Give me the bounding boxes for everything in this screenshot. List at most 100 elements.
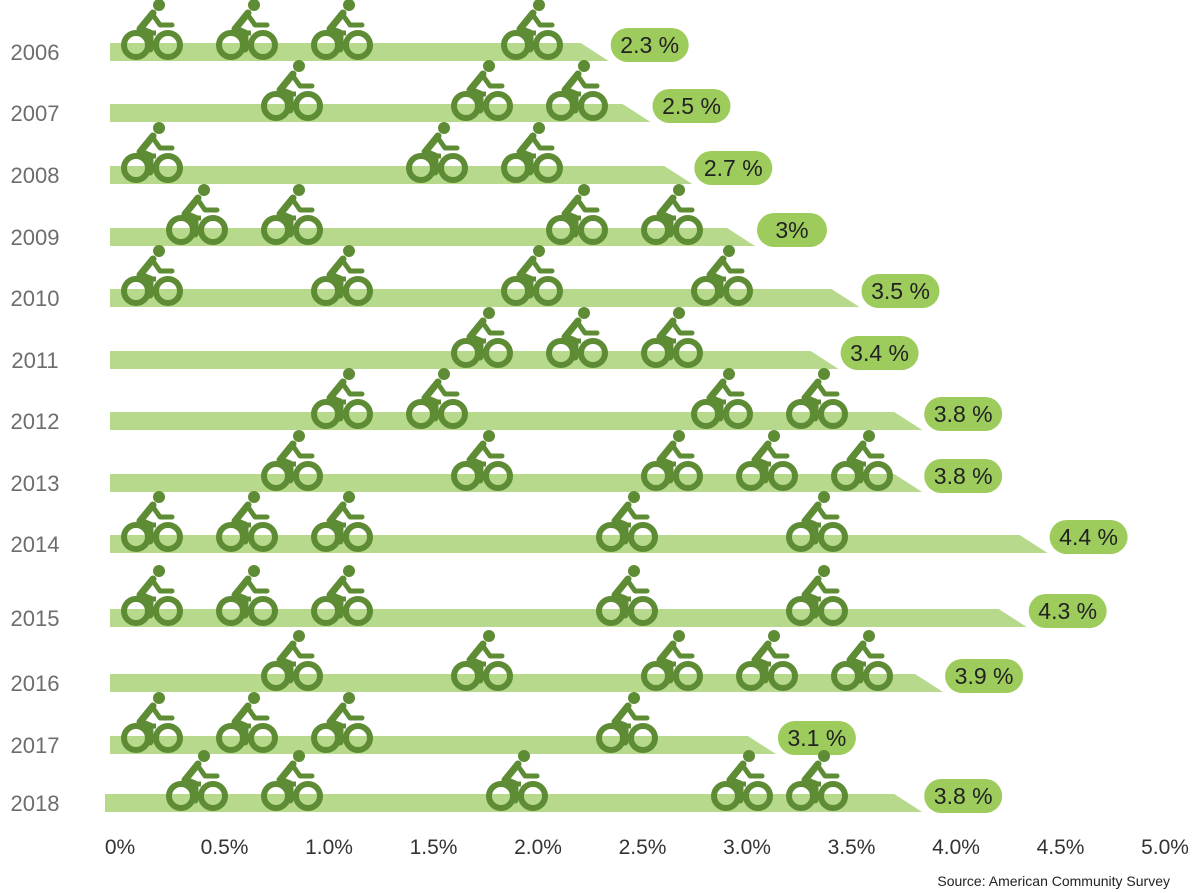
- bar-row-2007: 2007 2.5 %: [11, 60, 731, 126]
- bicycle-rider-icon: [451, 430, 513, 491]
- bicycle-rider-icon: [486, 750, 548, 811]
- bicycle-rider-icon: [216, 565, 278, 626]
- bicycle-rider-icon: [166, 750, 228, 811]
- bicycle-rider-icon: [736, 430, 798, 491]
- bicycle-rider-icon: [501, 0, 563, 60]
- value-label: 3%: [757, 213, 827, 247]
- bicycle-rider-icon: [546, 60, 608, 121]
- bar-row-2014: 2014 4.4 %: [11, 491, 1128, 557]
- bar-row-2009: 2009 3%: [11, 184, 827, 250]
- year-label: 2018: [11, 791, 60, 816]
- bar-row-2013: 2013 3.8 %: [11, 430, 1003, 496]
- bicycle-rider-icon: [261, 430, 323, 491]
- svg-text:2.3 %: 2.3 %: [620, 32, 679, 58]
- bicycle-rider-icon: [216, 0, 278, 60]
- bar: [110, 674, 944, 692]
- svg-text:3%: 3%: [775, 217, 808, 243]
- year-label: 2006: [11, 40, 60, 65]
- year-label: 2014: [11, 532, 60, 557]
- bicycle-rider-icon: [121, 0, 183, 60]
- bicycle-rider-icon: [121, 491, 183, 552]
- value-label: 3.1 %: [777, 721, 856, 755]
- x-tick-label: 0%: [105, 836, 135, 859]
- bicycle-rider-icon: [711, 750, 773, 811]
- svg-text:4.4 %: 4.4 %: [1059, 524, 1118, 550]
- bicycle-rider-icon: [451, 630, 513, 691]
- bicycle-rider-icon: [596, 692, 658, 753]
- bicycle-rider-icon: [641, 430, 703, 491]
- bicycle-rider-icon: [786, 565, 848, 626]
- bicycle-rider-icon: [216, 692, 278, 753]
- bicycle-rider-icon: [311, 692, 373, 753]
- bicycle-rider-icon: [166, 184, 228, 245]
- year-label: 2010: [11, 286, 60, 311]
- svg-text:3.8 %: 3.8 %: [934, 783, 993, 809]
- x-tick-label: 1.0%: [305, 836, 353, 859]
- value-label: 3.9 %: [945, 659, 1024, 693]
- svg-text:3.4 %: 3.4 %: [850, 340, 909, 366]
- x-tick-label: 5.0%: [1141, 836, 1189, 859]
- bar: [110, 736, 776, 754]
- value-label: 3.5 %: [861, 274, 940, 308]
- bar-row-2006: 2006 2.3 %: [11, 0, 689, 65]
- bar-row-2010: 2010 3.5 %: [11, 245, 940, 311]
- bar-row-2015: 2015 4.3 %: [11, 565, 1107, 631]
- bicycle-rider-icon: [501, 245, 563, 306]
- bicycle-rider-icon: [596, 565, 658, 626]
- svg-text:2.5 %: 2.5 %: [662, 93, 721, 119]
- bicycle-rider-icon: [311, 245, 373, 306]
- year-label: 2013: [11, 471, 60, 496]
- bar-row-2017: 2017 3.1 %: [11, 692, 856, 758]
- value-label: 3.8 %: [924, 397, 1003, 431]
- year-label: 2015: [11, 606, 60, 631]
- value-label: 2.5 %: [652, 89, 731, 123]
- bicycle-rider-icon: [451, 60, 513, 121]
- year-label: 2008: [11, 163, 60, 188]
- bicycle-rider-icon: [691, 368, 753, 429]
- bicycle-rider-icon: [546, 184, 608, 245]
- bicycle-rider-icon: [641, 307, 703, 368]
- x-tick-label: 4.0%: [932, 836, 980, 859]
- bicycle-rider-icon: [736, 630, 798, 691]
- bicycle-rider-icon: [261, 60, 323, 121]
- bicycle-rider-icon: [501, 122, 563, 183]
- bar: [110, 104, 651, 122]
- bicycle-rider-icon: [311, 368, 373, 429]
- bar-row-2008: 2008 2.7 %: [11, 122, 773, 188]
- bar-row-2012: 2012 3.8 %: [11, 368, 1003, 434]
- bicycle-rider-icon: [121, 122, 183, 183]
- bicycle-rider-icon: [216, 491, 278, 552]
- svg-text:3.5 %: 3.5 %: [871, 278, 930, 304]
- bicycle-rider-icon: [121, 245, 183, 306]
- svg-text:3.9 %: 3.9 %: [955, 663, 1014, 689]
- value-label: 3.4 %: [840, 336, 919, 370]
- bicycle-rider-icon: [261, 184, 323, 245]
- bicycle-rider-icon: [311, 491, 373, 552]
- bar-row-2011: 2011 3.4 %: [11, 307, 919, 373]
- bicycle-rider-icon: [596, 491, 658, 552]
- value-label: 2.7 %: [694, 151, 773, 185]
- bicycle-rider-icon: [786, 491, 848, 552]
- svg-text:3.1 %: 3.1 %: [787, 725, 846, 751]
- year-label: 2017: [11, 733, 60, 758]
- value-label: 3.8 %: [924, 779, 1003, 813]
- bicycle-rider-icon: [121, 565, 183, 626]
- svg-text:4.3 %: 4.3 %: [1038, 598, 1097, 624]
- x-tick-label: 0.5%: [201, 836, 249, 859]
- year-label: 2012: [11, 409, 60, 434]
- year-label: 2007: [11, 101, 60, 126]
- x-tick-label: 3.5%: [828, 836, 876, 859]
- bicycle-rider-icon: [641, 184, 703, 245]
- bicycle-rider-icon: [261, 750, 323, 811]
- bar: [110, 474, 923, 492]
- bicycle-rider-icon: [451, 307, 513, 368]
- value-label: 4.4 %: [1049, 520, 1128, 554]
- bicycle-rider-icon: [261, 630, 323, 691]
- year-label: 2009: [11, 225, 60, 250]
- bicycle-rider-icon: [831, 630, 893, 691]
- bar-row-2018: 2018 3.8 %: [11, 750, 1003, 816]
- value-label: 2.3 %: [610, 28, 689, 62]
- bicycle-rider-icon: [121, 692, 183, 753]
- value-label: 3.8 %: [924, 459, 1003, 493]
